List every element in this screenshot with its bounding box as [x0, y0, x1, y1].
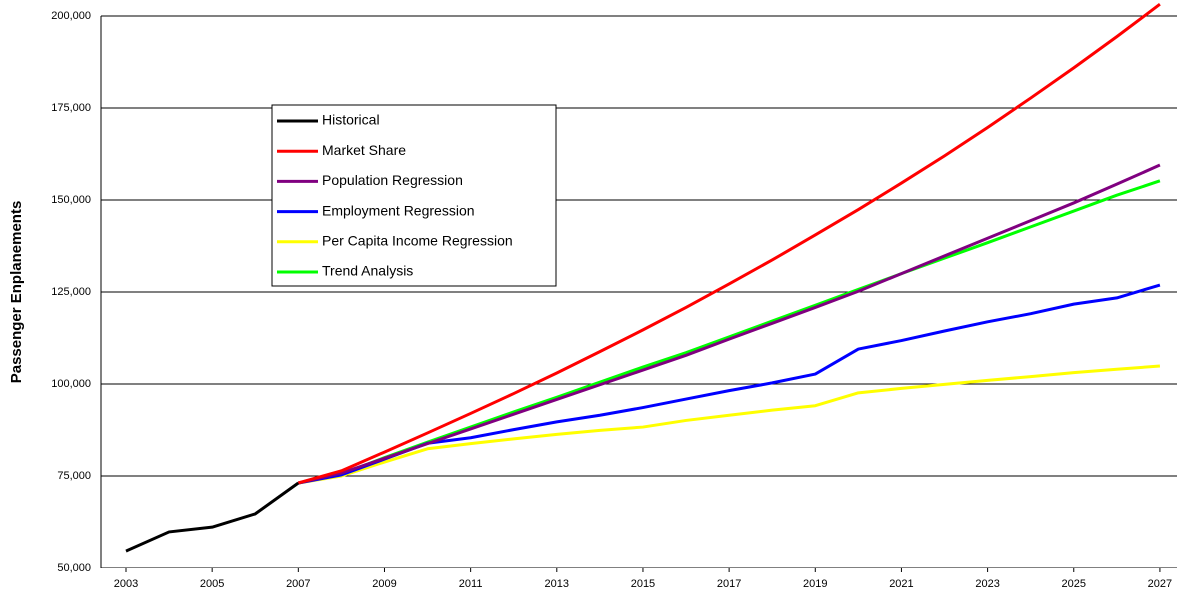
y-tick-label: 50,000 — [57, 562, 91, 574]
legend-label: Population Regression — [322, 172, 463, 188]
y-tick-label: 125,000 — [51, 286, 91, 298]
series-line — [297, 3, 1161, 485]
x-tick-label: 2005 — [200, 578, 224, 590]
x-tick-label: 2015 — [631, 578, 655, 590]
y-tick-label: 175,000 — [51, 102, 91, 114]
series-line — [298, 179, 1161, 485]
x-tick-label: 2025 — [1062, 578, 1086, 590]
x-tick-label: 2003 — [114, 578, 138, 590]
x-tick-label: 2007 — [286, 578, 310, 590]
x-tick-label: 2023 — [975, 578, 999, 590]
legend: Historical Market Share Population Regress… — [271, 104, 557, 287]
series-line — [297, 163, 1161, 485]
y-tick-label: 200,000 — [51, 10, 91, 22]
x-tick-label: 2021 — [889, 578, 913, 590]
x-tick-label: 2009 — [372, 578, 396, 590]
y-tick-label: 150,000 — [51, 194, 91, 206]
x-tick-label: 2027 — [1148, 578, 1172, 590]
legend-label: Per Capita Income Regression — [322, 233, 513, 249]
x-tick-label: 2011 — [459, 578, 483, 590]
legend-box — [271, 104, 557, 287]
x-tick-label: 2017 — [717, 578, 741, 590]
series-line — [298, 283, 1161, 485]
legend-label: Employment Regression — [322, 202, 475, 218]
y-axis-label: Passenger Enplanements — [8, 201, 25, 384]
x-tick-label: 2019 — [803, 578, 827, 590]
legend-label: Market Share — [322, 142, 406, 158]
series-line — [298, 364, 1161, 485]
legend-label: Historical — [322, 112, 380, 128]
legend-label: Trend Analysis — [322, 263, 413, 279]
x-tick-label: 2013 — [545, 578, 569, 590]
series-line — [125, 481, 300, 553]
y-tick-label: 75,000 — [57, 470, 91, 482]
y-tick-label: 100,000 — [51, 378, 91, 390]
plot-lines — [101, 3, 1177, 568]
